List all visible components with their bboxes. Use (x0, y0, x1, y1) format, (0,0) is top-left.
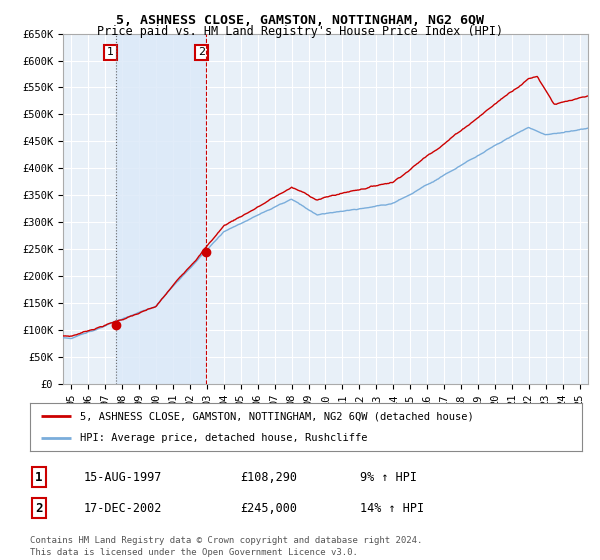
Text: 9% ↑ HPI: 9% ↑ HPI (360, 470, 417, 484)
Text: £108,290: £108,290 (240, 470, 297, 484)
Text: 17-DEC-2002: 17-DEC-2002 (84, 502, 163, 515)
Text: 5, ASHNESS CLOSE, GAMSTON, NOTTINGHAM, NG2 6QW (detached house): 5, ASHNESS CLOSE, GAMSTON, NOTTINGHAM, N… (80, 411, 473, 421)
Text: Contains HM Land Registry data © Crown copyright and database right 2024.
This d: Contains HM Land Registry data © Crown c… (30, 536, 422, 557)
Text: 14% ↑ HPI: 14% ↑ HPI (360, 502, 424, 515)
Text: 1: 1 (35, 470, 43, 484)
Text: 1: 1 (107, 48, 114, 58)
Bar (116, 34, 206, 384)
Text: Price paid vs. HM Land Registry's House Price Index (HPI): Price paid vs. HM Land Registry's House … (97, 25, 503, 38)
Text: 15-AUG-1997: 15-AUG-1997 (84, 470, 163, 484)
Text: 2: 2 (197, 48, 205, 58)
Text: 5, ASHNESS CLOSE, GAMSTON, NOTTINGHAM, NG2 6QW: 5, ASHNESS CLOSE, GAMSTON, NOTTINGHAM, N… (116, 14, 484, 27)
Text: HPI: Average price, detached house, Rushcliffe: HPI: Average price, detached house, Rush… (80, 433, 367, 443)
Text: £245,000: £245,000 (240, 502, 297, 515)
Text: 2: 2 (35, 502, 43, 515)
